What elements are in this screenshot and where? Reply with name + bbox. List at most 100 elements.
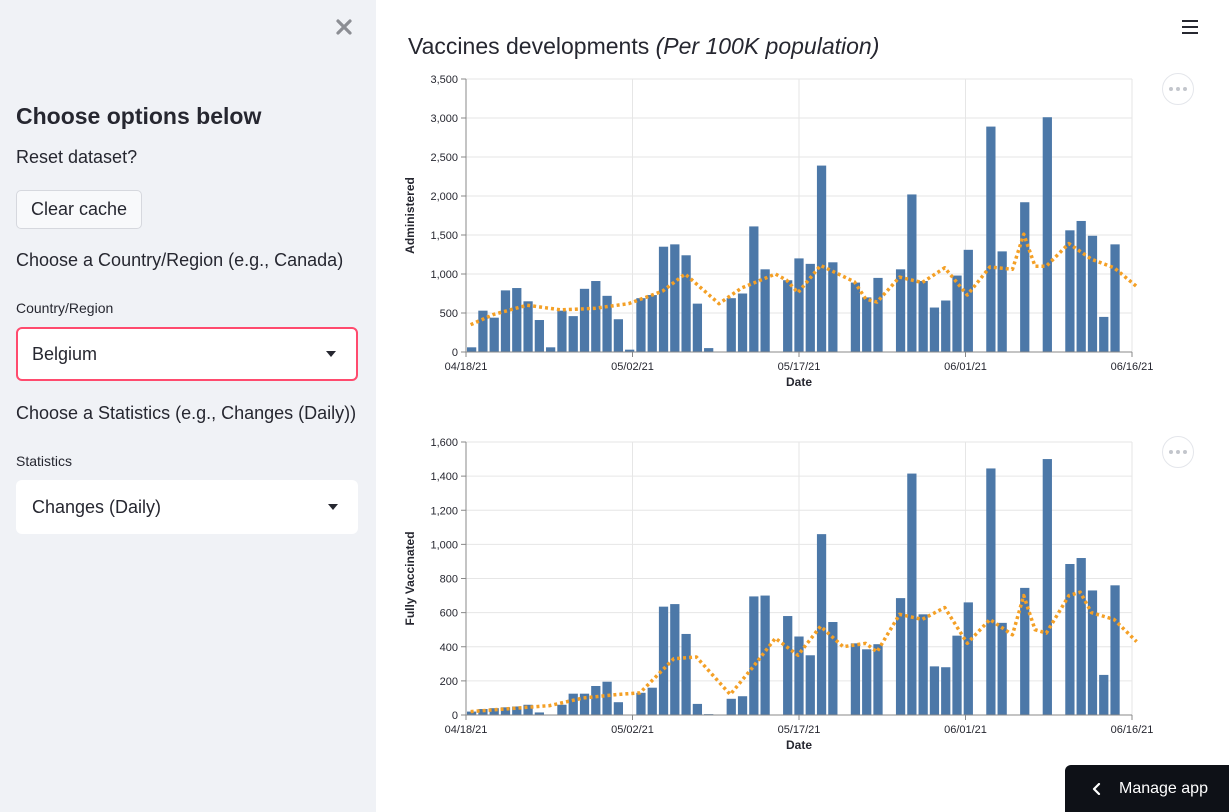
bar [500,707,511,715]
y-tick-label: 800 [440,574,458,586]
manage-app-label: Manage app [1119,779,1208,797]
bar [647,295,657,352]
x-tick-label: 05/17/21 [778,361,821,373]
bar [850,643,861,715]
caret-down-icon [326,351,336,357]
country-prompt: Choose a Country/Region (e.g., Canada) [16,250,344,270]
bar [670,604,680,715]
bar [579,693,590,715]
more-dot-icon [1183,87,1187,91]
bar [658,246,669,352]
bar [636,692,646,715]
bar [591,281,601,352]
manage-app-button[interactable]: Manage app [1065,765,1229,812]
more-dot-icon [1183,450,1187,454]
sidebar-heading: Choose options below [16,103,262,129]
bar [963,602,973,715]
bar [534,320,544,352]
bar [591,685,601,715]
bar [1110,244,1120,352]
bar [737,293,748,352]
bar [997,622,1007,715]
bar [816,534,827,715]
bar [534,712,544,715]
y-axis-title: Administered [403,177,417,254]
y-tick-label: 2,500 [430,152,458,164]
bar [929,307,940,352]
bar [557,704,567,715]
chart-actions-button[interactable] [1162,436,1194,468]
reset-dataset-text: Reset dataset? [16,147,138,167]
bar [907,194,917,352]
y-tick-label: 500 [440,308,458,320]
bar [489,317,499,352]
bar [692,303,703,352]
bar [602,295,612,352]
bar [749,596,759,715]
x-tick-label: 06/16/21 [1111,724,1154,736]
close-icon [336,19,352,35]
y-tick-label: 3,000 [430,113,458,125]
fully-vaccinated-chart: 0 200 400 600 800 1,000 1,200 1,400 1,600 04/18/2… [400,433,1160,773]
bar [1087,590,1098,715]
bar [1065,230,1075,352]
bar [647,687,657,715]
close-sidebar-button[interactable] [331,14,357,40]
bar [670,244,680,352]
bar [704,348,714,352]
bar [726,698,736,715]
bar [737,696,748,715]
chart-actions-button[interactable] [1162,73,1194,105]
bar [681,255,691,352]
page-title: Vaccines developments (Per 100K populati… [408,33,879,60]
more-dot-icon [1169,450,1173,454]
bar [613,702,624,715]
bar [997,251,1007,352]
bar [467,711,477,715]
bar [1110,585,1120,715]
y-tick-label: 1,400 [430,471,458,483]
bar [816,165,827,352]
bar [895,269,906,352]
bar [850,282,861,352]
bar [467,347,477,352]
bar [625,349,635,352]
clear-cache-button[interactable]: Clear cache [16,190,143,229]
bar [512,288,522,352]
country-select[interactable]: Belgium [16,327,358,381]
bar [783,280,793,352]
x-axis-title: Date [786,375,812,389]
bar [952,275,962,352]
bar [1042,459,1052,715]
country-select-value: Belgium [32,343,98,364]
y-tick-label: 0 [452,347,458,359]
bar [941,300,951,352]
bar [929,666,940,715]
statistics-select-value: Changes (Daily) [32,496,162,517]
x-tick-label: 04/18/21 [445,361,488,373]
more-dot-icon [1176,87,1180,91]
more-dot-icon [1176,450,1180,454]
y-axis-title: Fully Vaccinated [403,531,417,625]
y-tick-label: 200 [440,676,458,688]
bar [873,277,883,352]
bar [613,319,624,352]
average-line [469,232,1138,327]
bar [749,226,759,352]
bar [1065,563,1075,715]
bar [1042,117,1052,352]
bar [986,468,996,715]
bar [1099,674,1109,715]
bar [489,708,499,715]
main-menu-button[interactable] [1182,20,1202,38]
main-content: Vaccines developments (Per 100K populati… [376,0,1229,812]
bar [500,290,511,352]
bar [1020,587,1030,715]
page-title-sub: (Per 100K population) [655,33,880,59]
bar [862,297,872,352]
bar [895,598,906,715]
statistics-select[interactable]: Changes (Daily) [16,480,358,534]
bar [794,258,804,352]
bar [523,704,533,715]
y-tick-label: 1,200 [430,505,458,517]
